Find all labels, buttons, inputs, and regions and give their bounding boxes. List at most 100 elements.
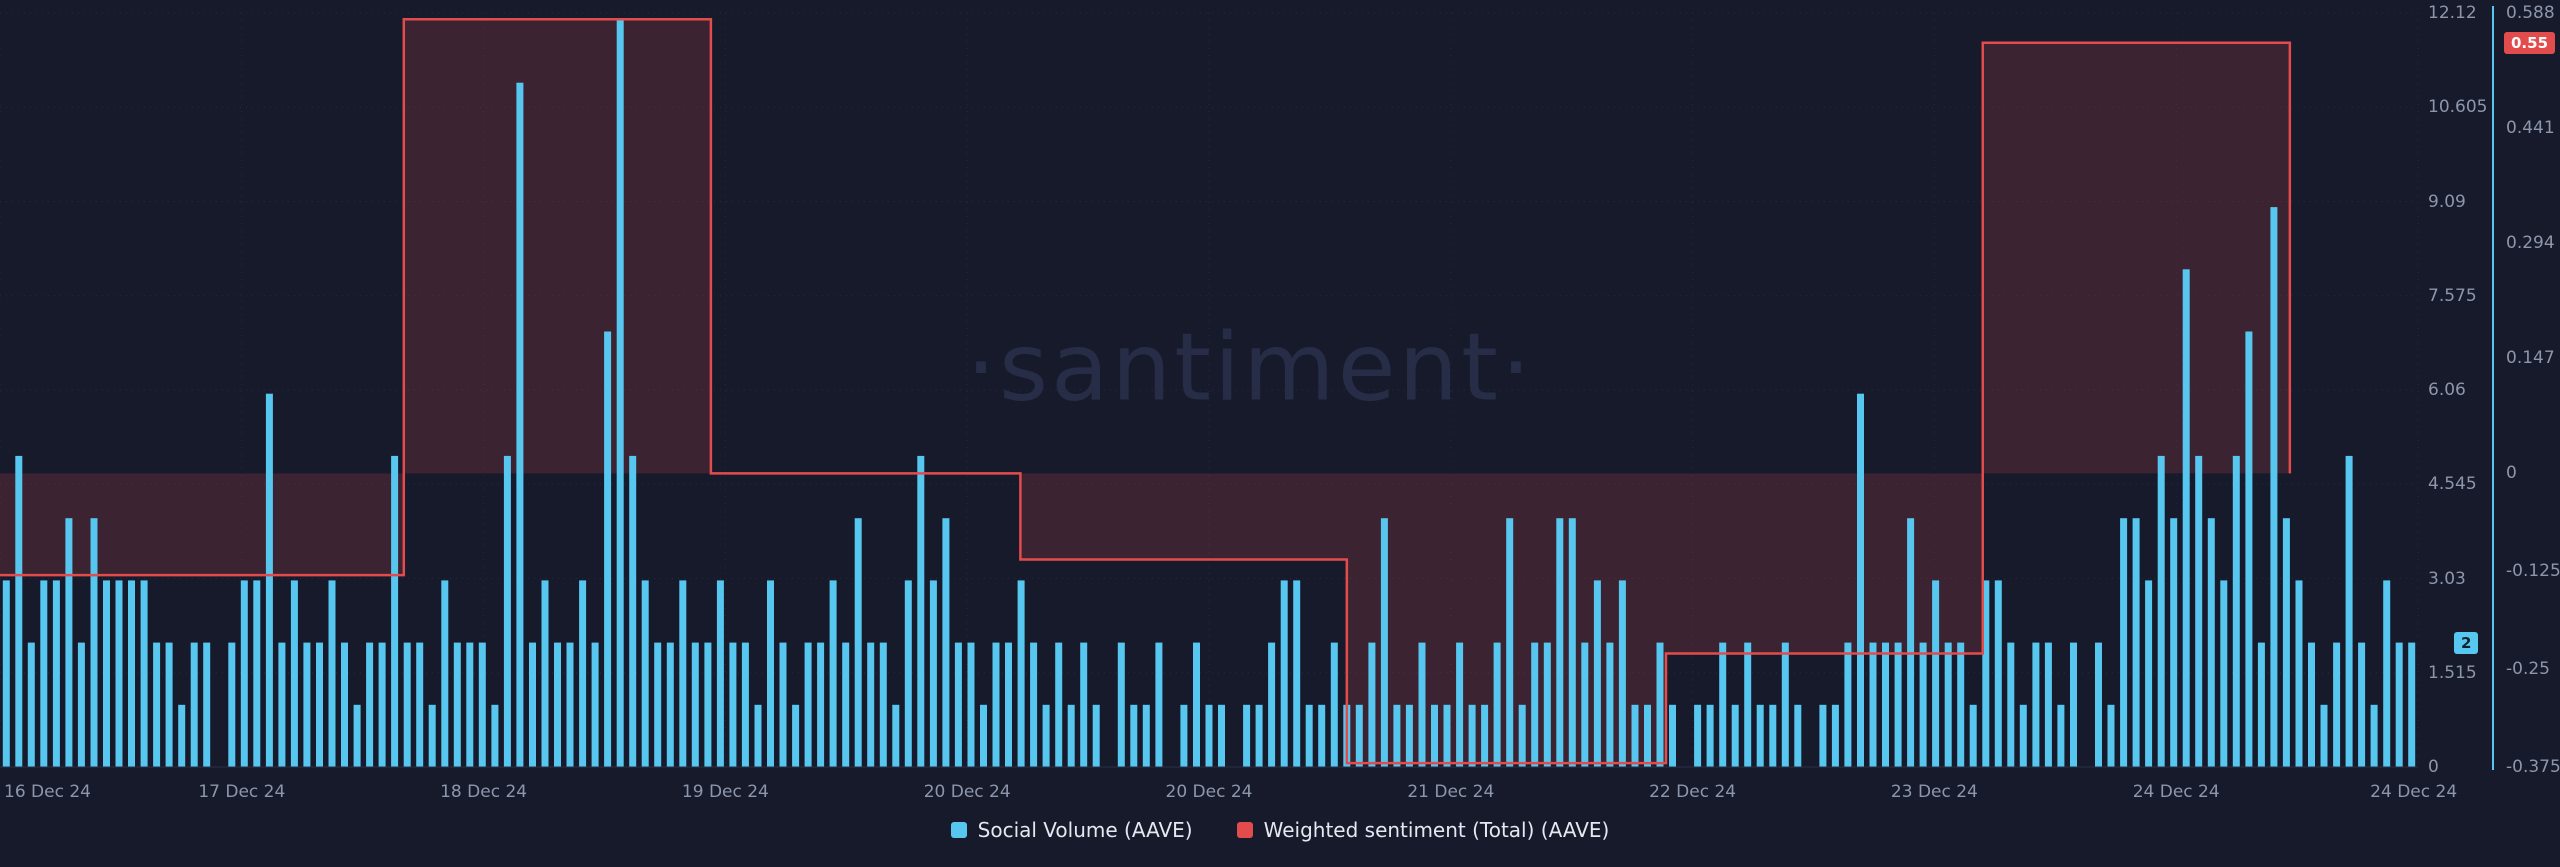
volume-bar (290, 580, 298, 767)
social-volume-bars (2, 20, 2416, 768)
volume-tick-label: 1.515 (2428, 662, 2477, 683)
volume-bar (654, 642, 662, 767)
volume-bar (929, 580, 937, 767)
volume-bar (1280, 580, 1288, 767)
volume-tick-label: 4.545 (2428, 474, 2477, 495)
date-tick-label: 23 Dec 24 (1890, 782, 1978, 802)
volume-bar (1180, 704, 1188, 767)
volume-bar (892, 704, 900, 767)
sentiment-tick-label: -0.125 (2506, 561, 2560, 582)
volume-bar (303, 642, 311, 767)
volume-tick-label: 10.605 (2428, 97, 2488, 118)
volume-bar (2358, 642, 2366, 767)
sentiment-tick-label: 0.147 (2506, 348, 2555, 369)
volume-bar (1293, 580, 1301, 767)
volume-bar (1756, 704, 1764, 767)
volume-bar (1656, 642, 1664, 767)
volume-bar (190, 642, 198, 767)
volume-bar (2408, 642, 2416, 767)
volume-bar (1155, 642, 1163, 767)
volume-bar (954, 642, 962, 767)
date-tick-label: 19 Dec 24 (681, 782, 769, 802)
volume-bar (2070, 642, 2077, 767)
volume-bar (629, 455, 637, 767)
legend-item-weighted-sentiment[interactable]: Weighted sentiment (Total) (AAVE) (1236, 818, 1609, 842)
volume-bar (1844, 642, 1852, 767)
volume-bar (1606, 642, 1614, 767)
volume-bar (1831, 704, 1839, 767)
date-tick-label: 18 Dec 24 (440, 782, 528, 802)
volume-bar (579, 580, 587, 767)
volume-bar (341, 642, 348, 767)
volume-bar (1794, 704, 1802, 767)
volume-bar (353, 704, 361, 767)
volume-bar (1719, 642, 1727, 767)
volume-bar (1593, 580, 1601, 767)
volume-bar (1130, 704, 1138, 767)
volume-bar (453, 642, 461, 767)
volume-bar (378, 642, 386, 767)
volume-bar (917, 455, 925, 767)
volume-bar (817, 642, 825, 767)
volume-bar (1882, 642, 1889, 767)
volume-tick-label: 0 (2428, 757, 2439, 777)
volume-bar (391, 455, 399, 767)
volume-bar (1932, 580, 1940, 767)
volume-bar (1055, 642, 1063, 767)
volume-bar (1080, 642, 1088, 767)
volume-bar (1618, 580, 1626, 767)
volume-bar (1005, 642, 1012, 767)
santiment-watermark: ·santiment· (966, 313, 1534, 423)
volume-bar (1694, 704, 1702, 767)
volume-bar (1556, 518, 1564, 767)
volume-bar (2345, 455, 2353, 767)
weighted-sentiment-area (0, 19, 2290, 764)
volume-bar (2145, 580, 2153, 767)
volume-bar (1982, 580, 1990, 767)
sentiment-tick-label: -0.25 (2506, 659, 2550, 680)
volume-bar (441, 580, 449, 767)
volume-bar (1957, 642, 1965, 767)
volume-bar (178, 704, 186, 767)
volume-bar (2170, 518, 2178, 767)
chart-canvas[interactable] (0, 0, 2560, 812)
volume-bar (829, 580, 837, 767)
volume-bar (1243, 704, 1251, 767)
volume-bar (2308, 642, 2315, 767)
volume-bar (1305, 704, 1313, 767)
volume-bar (992, 642, 1000, 767)
volume-bar (641, 580, 649, 767)
volume-bar (1994, 580, 2002, 767)
volume-bar (691, 642, 699, 767)
legend-item-social-volume[interactable]: Social Volume (AAVE) (950, 818, 1193, 842)
volume-bar (2095, 642, 2102, 767)
volume-bar (2220, 580, 2228, 767)
volume-bar (153, 642, 161, 767)
volume-bar (1857, 393, 1864, 767)
volume-bar (1581, 642, 1589, 767)
volume-bar (2207, 518, 2215, 767)
volume-bar (779, 642, 787, 767)
volume-bar (1418, 642, 1426, 767)
volume-bar (115, 580, 123, 767)
volume-bar (278, 642, 286, 767)
volume-bar (792, 704, 800, 767)
volume-bar (1506, 518, 1514, 767)
date-tick-label: 24 Dec 24 (2132, 782, 2220, 802)
volume-bar (128, 580, 135, 767)
volume-bar (1218, 704, 1225, 767)
volume-bar (2232, 455, 2240, 767)
volume-bar (1944, 642, 1952, 767)
volume-bar (1644, 704, 1651, 767)
volume-bar (1669, 704, 1676, 767)
sentiment-tick-label: 0.588 (2506, 3, 2555, 23)
volume-bar (1405, 704, 1413, 767)
volume-bar (716, 580, 724, 767)
volume-bar (140, 580, 148, 767)
volume-bar (1819, 704, 1827, 767)
volume-bar (103, 580, 110, 767)
volume-bar (754, 704, 762, 767)
volume-bar (2395, 642, 2403, 767)
date-tick-label: 24 Dec 24 (2370, 782, 2458, 802)
